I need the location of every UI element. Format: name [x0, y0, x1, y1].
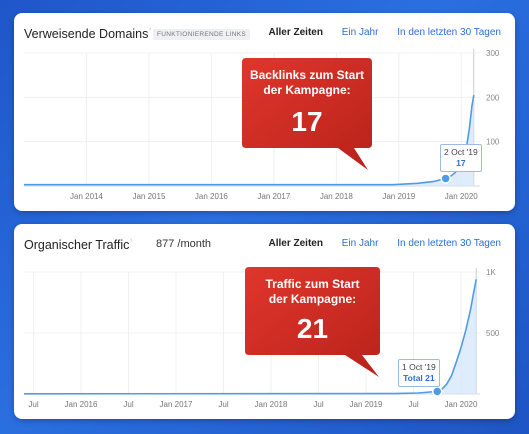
x-tick-label: Jan 2015	[132, 192, 165, 201]
x-tick-label: Jan 2014	[70, 192, 103, 201]
panel-title: Organischer Trafficⁱ	[24, 237, 132, 253]
tooltip-value: Total 21	[403, 373, 435, 383]
x-tick-label: Jan 2020	[445, 192, 478, 201]
callout-shape	[242, 58, 372, 170]
chart-tooltip: 2 Oct '19 17	[440, 144, 482, 172]
callout-line-1: Traffic zum Start	[265, 277, 360, 291]
x-tick-label: Jan 2019	[350, 400, 383, 409]
referring-domains-panel: Verweisende Domainsⁱ FUNKTIONIERENDE LIN…	[14, 13, 515, 211]
organic-traffic-panel: Organischer Trafficⁱ 877 /month Aller Ze…	[14, 224, 515, 419]
x-tick-label: Jan 2017	[160, 400, 193, 409]
callout-number: 21	[296, 313, 329, 344]
tab-one-year[interactable]: Ein Jahr	[341, 27, 379, 38]
callout-line-2: der Kampagne:	[263, 83, 351, 97]
callout-shape	[245, 267, 380, 377]
panel-title: Verweisende Domainsⁱ	[24, 26, 151, 42]
tab-last-30-days[interactable]: In den letzten 30 Tagen	[397, 238, 501, 249]
panel-header: Verweisende Domainsⁱ FUNKTIONIERENDE LIN…	[14, 13, 515, 53]
x-tick-label: Jan 2020	[445, 400, 478, 409]
campaign-callout: Backlinks zum Start der Kampagne: 17	[242, 58, 372, 170]
y-tick-label: 100	[486, 138, 500, 147]
y-tick-label: 300	[486, 49, 500, 58]
x-tick-label: Jul	[28, 400, 38, 409]
callout-text: Backlinks zum Start der Kampagne:	[242, 68, 372, 98]
time-range-tabs: Aller Zeiten Ein Jahr In den letzten 30 …	[252, 27, 501, 38]
tooltip-date: 1 Oct '19	[402, 362, 436, 372]
panel-header: Organischer Trafficⁱ 877 /month Aller Ze…	[14, 224, 515, 264]
x-tick-label: Jul	[123, 400, 133, 409]
callout-line-1: Backlinks zum Start	[249, 68, 365, 82]
x-tick-label: Jan 2018	[320, 192, 353, 201]
x-tick-label: Jul	[313, 400, 323, 409]
y-tick-label: 200	[486, 93, 500, 102]
tooltip-date: 2 Oct '19	[444, 147, 478, 157]
x-tick-label: Jan 2018	[255, 400, 288, 409]
x-tick-label: Jan 2016	[65, 400, 98, 409]
y-tick-label: 1K	[486, 268, 496, 277]
tab-one-year[interactable]: Ein Jahr	[341, 238, 379, 249]
tab-all-time[interactable]: Aller Zeiten	[268, 238, 323, 249]
tooltip-value: 17	[456, 158, 466, 168]
series-line	[24, 94, 475, 186]
callout-text: Traffic zum Start der Kampagne:	[245, 277, 380, 307]
marker-point	[440, 173, 451, 184]
x-tick-label: Jul	[408, 400, 418, 409]
time-range-tabs: Aller Zeiten Ein Jahr In den letzten 30 …	[252, 238, 501, 249]
x-tick-label: Jan 2017	[257, 192, 290, 201]
campaign-callout: Traffic zum Start der Kampagne: 21	[245, 267, 380, 379]
info-icon[interactable]: ⁱ	[130, 237, 132, 246]
x-tick-label: Jul	[218, 400, 228, 409]
tab-last-30-days[interactable]: In den letzten 30 Tagen	[397, 27, 501, 38]
tab-all-time[interactable]: Aller Zeiten	[268, 27, 323, 38]
y-tick-label: 500	[486, 329, 500, 338]
series-line	[23, 279, 477, 395]
links-badge: FUNKTIONIERENDE LINKS	[153, 29, 251, 40]
x-tick-label: Jan 2016	[195, 192, 228, 201]
chart-tooltip: 1 Oct '19 Total 21	[398, 359, 440, 387]
x-tick-label: Jan 2019	[382, 192, 415, 201]
marker-point	[432, 386, 443, 397]
info-icon[interactable]: ⁱ	[149, 26, 151, 35]
callout-number: 17	[291, 106, 323, 137]
callout-line-2: der Kampagne:	[268, 292, 357, 306]
traffic-value: 877 /month	[156, 238, 212, 250]
